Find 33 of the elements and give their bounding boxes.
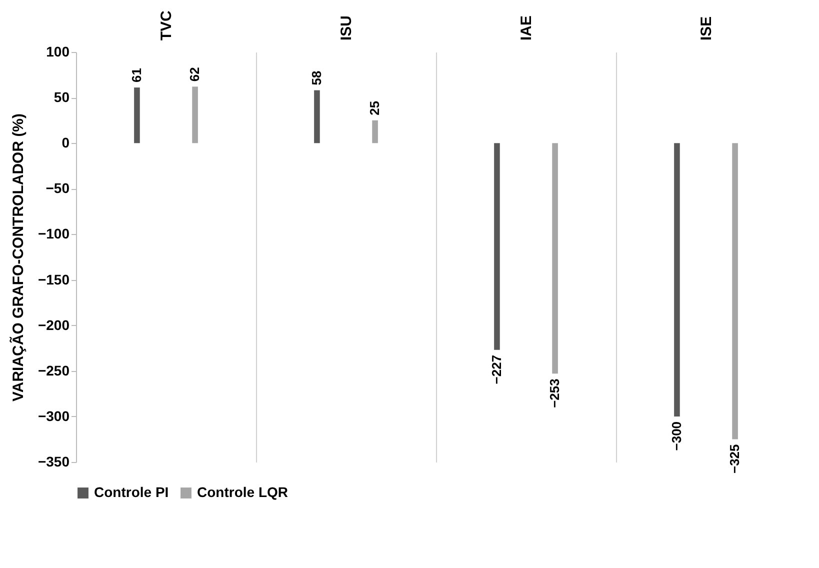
y-tick-label: 100 <box>46 44 70 60</box>
bar <box>192 86 198 144</box>
bar <box>314 90 320 144</box>
bar <box>732 143 738 440</box>
data-label: −325 <box>727 444 742 474</box>
data-label: −227 <box>488 354 504 384</box>
bar <box>552 143 558 374</box>
x-tick-label: TVC <box>158 10 175 40</box>
data-label: 25 <box>367 100 382 116</box>
y-tick-label: −150 <box>38 271 70 288</box>
y-tick-label: 50 <box>54 89 70 106</box>
legend-label: Controle PI <box>94 484 169 500</box>
y-tick-label: −300 <box>38 408 70 424</box>
y-tick-label: −100 <box>38 226 70 242</box>
y-tick-label: −250 <box>38 362 70 378</box>
x-tick-label: IAE <box>518 15 535 40</box>
legend-label: Controle LQR <box>197 484 288 500</box>
y-tick-label: 0 <box>62 134 70 151</box>
bar <box>494 143 500 350</box>
bar <box>674 143 680 416</box>
data-label: 61 <box>128 68 144 83</box>
data-label: 58 <box>308 70 324 86</box>
x-tick-label: ISE <box>698 16 715 40</box>
bar <box>372 120 378 144</box>
data-label: −300 <box>668 421 684 451</box>
y-tick-label: −350 <box>38 454 70 470</box>
data-label: −253 <box>547 378 562 408</box>
y-axis-title: VARIAÇÃO GRAFO-CONTROLADOR (%) <box>8 113 27 402</box>
y-tick-label: −200 <box>38 316 70 333</box>
x-tick-label: ISU <box>338 15 355 40</box>
bar <box>134 88 140 144</box>
data-label: 62 <box>187 67 202 82</box>
y-tick-label: −50 <box>46 180 70 196</box>
